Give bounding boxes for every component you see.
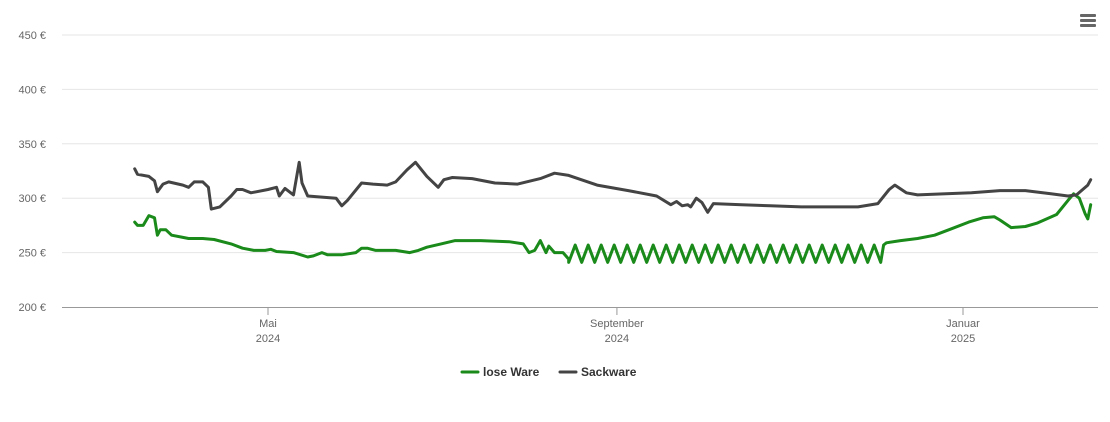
y-tick-label: 200 € [18, 302, 46, 314]
legend-item[interactable]: Sackware [558, 365, 637, 379]
y-tick-label: 450 € [18, 30, 46, 42]
x-axis: Mai 2024 September 2024 Januar 2025 [256, 307, 980, 345]
y-tick-label: 400 € [18, 84, 46, 96]
x-tick-month: Januar [946, 318, 980, 330]
series-line-sackware[interactable] [133, 160, 1093, 214]
legend[interactable]: lose Ware Sackware [460, 365, 637, 379]
x-tick-month: September [590, 318, 644, 330]
legend-item[interactable]: lose Ware [460, 365, 540, 379]
grid [62, 34, 1098, 308]
legend-label: lose Ware [483, 365, 540, 379]
series-line-lose-ware[interactable] [133, 192, 1093, 264]
y-tick-label: 250 € [18, 248, 46, 260]
y-tick-label: 350 € [18, 139, 46, 151]
series-layer [133, 160, 1093, 264]
legend-label: Sackware [581, 365, 637, 379]
y-tick-label: 300 € [18, 193, 46, 205]
x-tick-month: Mai [259, 318, 277, 330]
y-axis: 200 € 250 € 300 € 350 € 400 € 450 € [18, 30, 46, 314]
x-tick-year: 2024 [256, 333, 280, 345]
x-tick-year: 2025 [951, 333, 975, 345]
hamburger-menu-icon[interactable] [1077, 12, 1099, 32]
x-tick-year: 2024 [605, 333, 629, 345]
